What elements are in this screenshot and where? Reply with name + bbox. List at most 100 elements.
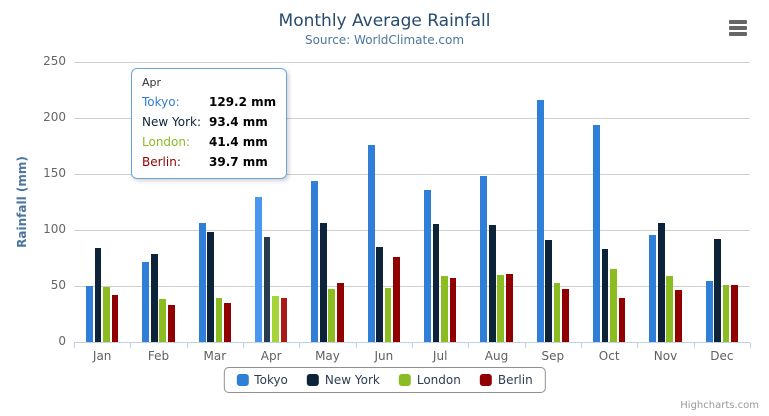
legend-item-new-york[interactable]: New York: [306, 373, 380, 387]
legend-item-london[interactable]: London: [398, 373, 461, 387]
bar[interactable]: [103, 287, 110, 342]
bar[interactable]: [272, 295, 279, 342]
bar[interactable]: [649, 234, 657, 342]
gridline: [74, 173, 750, 175]
bar[interactable]: [505, 274, 513, 342]
bar[interactable]: [553, 283, 561, 342]
bar[interactable]: [562, 288, 569, 342]
x-axis-label: Aug: [484, 349, 509, 363]
x-axis-tick: [130, 343, 132, 348]
bar[interactable]: [198, 222, 206, 342]
bar[interactable]: [328, 289, 336, 342]
bar[interactable]: [167, 304, 175, 342]
bar[interactable]: [593, 124, 600, 342]
export-menu-button[interactable]: [729, 20, 749, 38]
x-axis-tick: [693, 343, 695, 348]
bar[interactable]: [376, 247, 383, 342]
x-axis-label: Jan: [92, 349, 112, 363]
legend-label: New York: [324, 373, 380, 387]
x-axis-tick: [243, 343, 244, 348]
bar[interactable]: [714, 238, 721, 342]
legend-symbol: [236, 374, 249, 386]
x-axis-tick: [186, 343, 188, 348]
bar[interactable]: [731, 284, 738, 342]
gridline: [74, 61, 750, 63]
bar[interactable]: [224, 303, 231, 342]
bar[interactable]: [263, 237, 271, 342]
bar[interactable]: [601, 248, 609, 342]
credits-link[interactable]: Highcharts.com: [680, 400, 759, 411]
x-axis-tick: [468, 343, 470, 348]
bar[interactable]: [480, 175, 488, 342]
bar[interactable]: [705, 281, 713, 342]
bar[interactable]: [545, 239, 552, 342]
x-axis-label: Sep: [541, 349, 565, 363]
x-axis-label: May: [315, 349, 340, 363]
bar[interactable]: [674, 289, 682, 342]
bar[interactable]: [255, 197, 262, 342]
bar[interactable]: [497, 275, 505, 342]
bar[interactable]: [111, 294, 119, 342]
bar[interactable]: [207, 231, 214, 342]
bar[interactable]: [319, 223, 327, 342]
bar[interactable]: [159, 298, 167, 342]
legend-symbol: [398, 374, 411, 386]
gridline: [74, 229, 750, 231]
bar[interactable]: [424, 190, 431, 342]
bar[interactable]: [441, 275, 448, 342]
hamburger-menu-icon: [729, 20, 749, 36]
x-axis-label: Dec: [710, 349, 734, 363]
bar[interactable]: [449, 277, 457, 342]
bar[interactable]: [384, 287, 392, 342]
bar[interactable]: [215, 298, 223, 342]
legend-item-berlin[interactable]: Berlin: [479, 373, 533, 387]
legend-label: Tokyo: [254, 373, 288, 387]
y-axis-label: 150: [43, 166, 66, 180]
bar[interactable]: [367, 144, 375, 342]
bar[interactable]: [610, 269, 617, 342]
y-axis-label: 0: [58, 334, 66, 348]
bar[interactable]: [618, 298, 626, 342]
legend-item-tokyo[interactable]: Tokyo: [236, 373, 288, 387]
gridline: [74, 117, 750, 119]
bar[interactable]: [657, 222, 665, 342]
x-axis-label: Mar: [203, 349, 227, 363]
legend-symbol: [306, 374, 319, 386]
legend: Tokyo New York London Berlin: [223, 367, 546, 393]
bar[interactable]: [722, 284, 730, 342]
y-axis-label: 100: [43, 222, 66, 236]
bar[interactable]: [86, 286, 93, 342]
x-axis-tick: [637, 343, 639, 348]
legend-label: London: [416, 373, 461, 387]
y-axis-label: 250: [43, 54, 66, 68]
bar[interactable]: [94, 248, 102, 342]
bar[interactable]: [488, 225, 496, 342]
x-axis-label: Nov: [653, 349, 678, 363]
x-axis-tick: [299, 343, 301, 348]
bar[interactable]: [311, 180, 319, 342]
y-axis-label: 50: [50, 278, 66, 292]
bar[interactable]: [666, 275, 674, 342]
x-axis-label: Oct: [598, 349, 620, 363]
bar[interactable]: [280, 297, 288, 342]
x-axis-tick: [412, 343, 413, 348]
bar[interactable]: [432, 224, 440, 342]
chart-subtitle: Source: WorldClimate.com: [304, 33, 465, 47]
bar[interactable]: [142, 261, 150, 342]
bar[interactable]: [336, 283, 344, 342]
x-axis-label: Jun: [374, 349, 394, 363]
x-axis-tick: [750, 343, 751, 348]
x-axis-tick: [524, 343, 526, 348]
gridline: [74, 285, 750, 287]
legend-label: Berlin: [497, 373, 533, 387]
bar[interactable]: [536, 99, 544, 342]
bar[interactable]: [150, 253, 158, 342]
x-axis-label: Feb: [147, 349, 170, 363]
x-axis-tick: [74, 343, 75, 348]
y-axis-label: 200: [43, 110, 66, 124]
bar[interactable]: [393, 257, 400, 342]
chart-title: Monthly Average Rainfall: [278, 11, 491, 31]
x-axis-label: Jul: [432, 349, 448, 363]
legend-symbol: [479, 374, 492, 386]
